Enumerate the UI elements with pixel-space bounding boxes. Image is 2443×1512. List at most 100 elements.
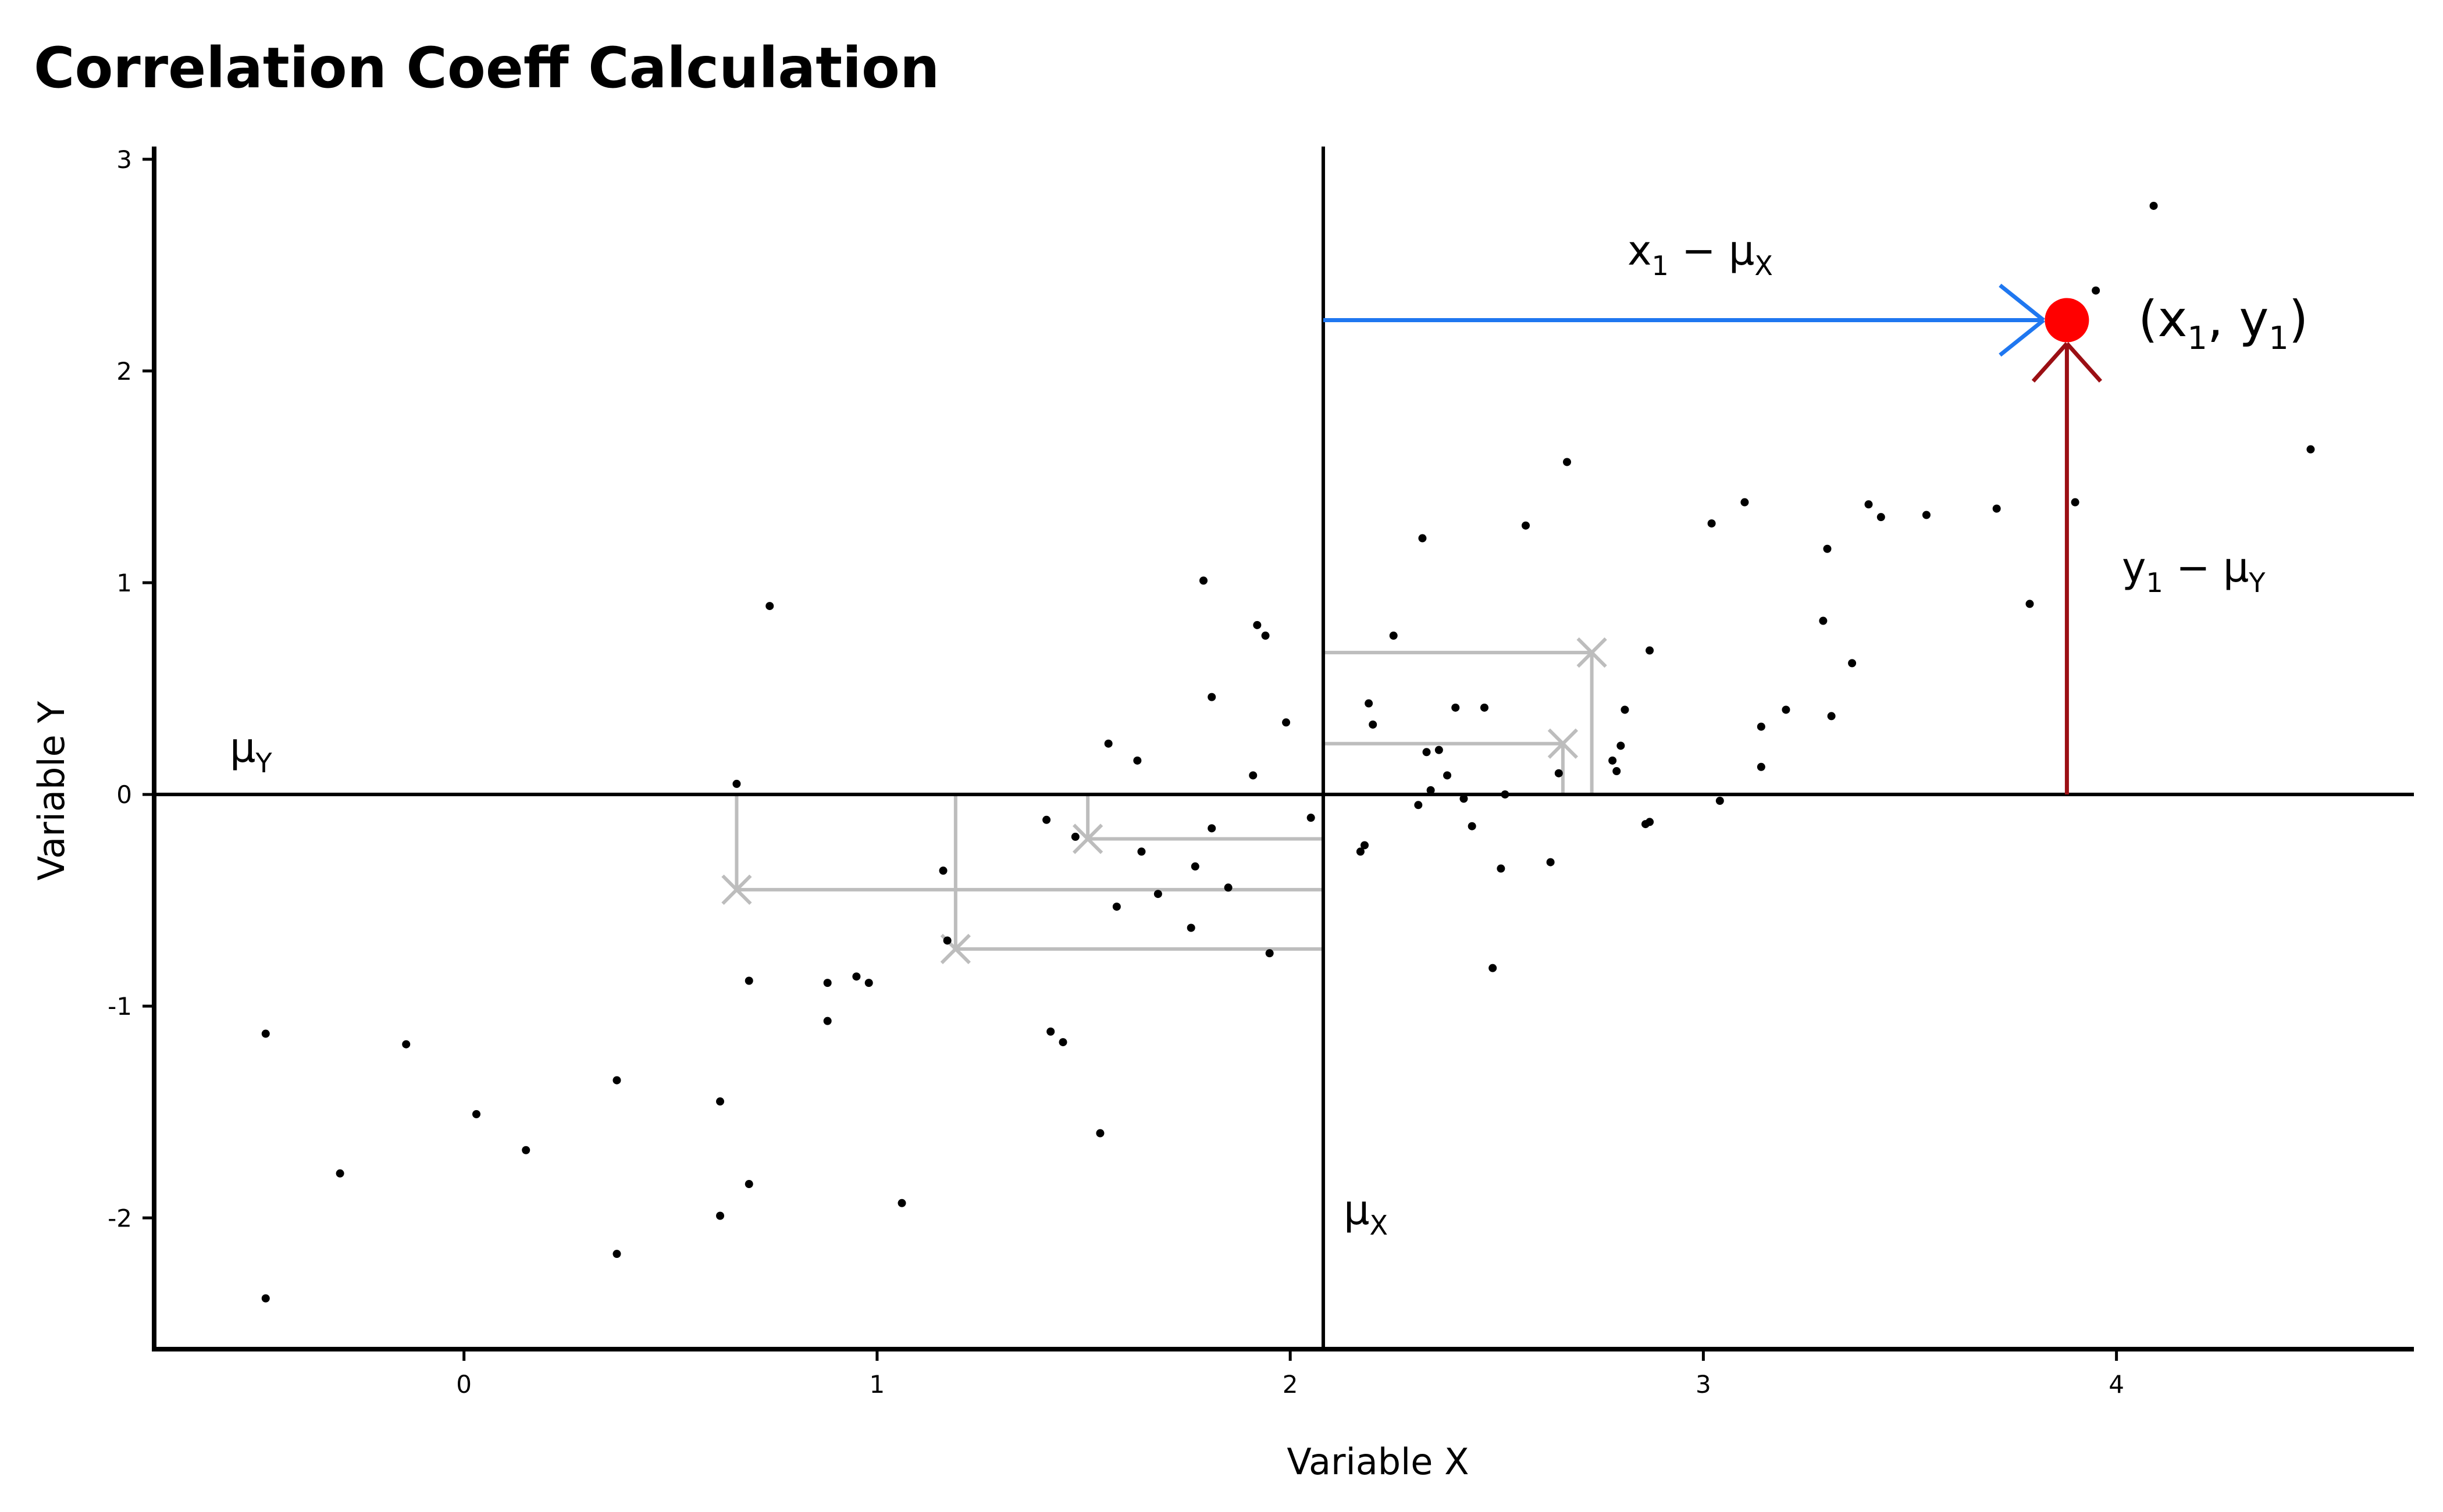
x-tick-label-4: 4 [2109,1370,2124,1399]
data-point-29 [1133,756,1142,765]
data-point-68 [1616,741,1625,750]
data-point-87 [2025,600,2034,608]
data-point-75 [1740,498,1749,507]
data-point-54 [1443,771,1452,780]
data-point-20 [939,866,948,875]
data-point-22 [1042,815,1051,824]
data-point-34 [1199,576,1208,585]
data-point-74 [1715,797,1724,805]
data-point-26 [1096,1129,1105,1137]
data-point-28 [1112,903,1121,911]
example-marker-1-b [1576,637,1607,668]
highlight-point-label: (x1, y1) [2138,290,2308,356]
y-tick-label-0: 0 [116,780,132,809]
y-tick-label--1: -1 [108,992,132,1021]
data-point-4 [402,1040,411,1049]
x-deviation-arrowhead-lower [1999,318,2045,357]
data-point-82 [1848,659,1857,668]
data-point-65 [1563,458,1572,466]
data-point-16 [823,1017,832,1025]
data-point-86 [1992,504,2001,513]
data-point-1 [261,1029,270,1038]
data-point-18 [864,979,873,987]
data-point-25 [1071,832,1080,841]
data-point-57 [1468,822,1476,830]
data-point-32 [1187,923,1195,932]
data-point-31 [1153,890,1162,898]
example-marker-5-b [940,933,971,965]
data-point-43 [1306,814,1315,822]
x-tick-label-0: 0 [456,1370,472,1399]
data-point-17 [852,972,861,981]
data-point-50 [1418,534,1427,543]
data-point-2 [261,1294,270,1303]
data-point-33 [1191,862,1199,871]
data-point-7 [612,1076,621,1085]
example-marker-4-b [721,874,752,905]
y-tick-label--2: -2 [108,1204,132,1232]
data-point-76 [1757,722,1765,731]
chart-title: Correlation Coeff Calculation [34,35,939,101]
data-point-30 [1137,847,1146,856]
y-tick-label-2: 2 [116,357,132,386]
x-tick-label-1: 1 [870,1370,885,1399]
data-point-13 [745,1180,753,1189]
data-point-44 [1356,847,1365,856]
data-point-79 [1819,616,1828,625]
data-point-15 [823,979,832,987]
y-tick-label-3: 3 [116,145,132,174]
data-point-14 [765,602,774,611]
data-point-9 [716,1097,725,1106]
data-point-67 [1612,767,1621,776]
data-point-40 [1261,632,1270,640]
example-marker-2-b [1547,728,1579,759]
mu-y-label: μY [230,724,273,779]
data-point-80 [1823,544,1832,553]
data-point-66 [1608,756,1617,765]
data-point-72 [1646,646,1654,655]
data-point-46 [1365,699,1373,708]
data-point-27 [1104,739,1113,748]
x-deviation-arrowhead-upper [1999,283,2045,322]
mu-x-label: μX [1344,1186,1388,1241]
data-point-56 [1459,794,1468,803]
data-point-51 [1422,748,1431,757]
data-point-53 [1434,746,1443,754]
data-point-10 [716,1211,725,1220]
x-axis-label: Variable X [1287,1440,1469,1483]
data-point-59 [1488,964,1497,972]
data-point-36 [1208,824,1216,833]
data-point-39 [1253,621,1262,629]
data-point-55 [1451,703,1460,712]
data-point-89 [2092,286,2100,295]
data-point-45 [1360,841,1369,850]
data-point-62 [1521,521,1530,530]
data-point-61 [1501,790,1509,799]
data-point-77 [1757,762,1765,771]
data-point-37 [1224,883,1233,892]
data-point-73 [1707,519,1716,528]
data-point-84 [1876,513,1885,522]
data-point-60 [1497,864,1505,873]
data-point-48 [1389,632,1398,640]
highlight-point [2045,298,2089,343]
x-deviation-label: x1 − μX [1628,227,1773,281]
data-point-49 [1414,801,1423,810]
data-point-52 [1426,786,1435,794]
data-point-5 [472,1110,480,1118]
data-point-90 [2149,201,2158,210]
example-marker-3-b [1073,823,1103,854]
data-point-85 [1922,511,1931,519]
y-deviation-label: y1 − μY [2122,544,2266,598]
y-deviation-arrowhead-right [2065,342,2103,383]
data-point-42 [1282,718,1291,727]
data-point-81 [1827,712,1836,721]
data-point-24 [1059,1038,1067,1047]
data-point-12 [745,976,753,985]
data-point-6 [522,1146,530,1154]
data-point-88 [2071,498,2079,507]
x-tick-label-2: 2 [1283,1370,1298,1399]
data-point-47 [1369,720,1377,729]
